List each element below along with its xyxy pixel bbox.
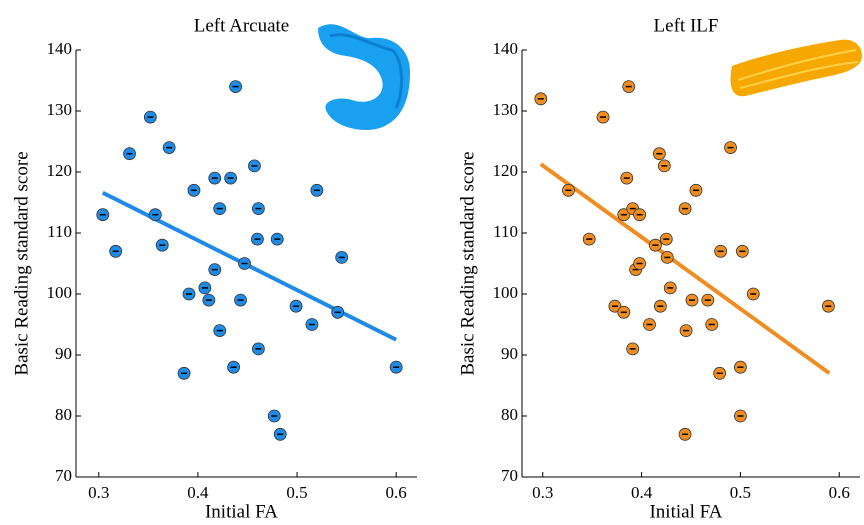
trend-line <box>539 162 831 375</box>
chart-title: Left ILF <box>654 15 719 36</box>
chart-title: Left Arcuate <box>194 15 289 36</box>
ilf-image <box>730 39 862 97</box>
y-tick-label: 140 <box>47 39 73 58</box>
y-axis-label: Basic Reading standard score <box>11 151 32 375</box>
x-tick-label: 0.6 <box>829 483 850 502</box>
x-tick-label: 0.5 <box>730 483 751 502</box>
y-tick-label: 100 <box>493 283 519 302</box>
y-tick-label: 70 <box>501 466 518 485</box>
x-axis-label: Initial FA <box>649 501 722 522</box>
panel: 70 80 90 100 110 120 130 140 0.3 0.4 0.5 0.6 Left Ar… <box>11 15 417 522</box>
y-tick-label: 80 <box>55 405 72 424</box>
x-tick-label: 0.4 <box>187 483 209 502</box>
y-axis-label: Basic Reading standard score <box>457 151 478 375</box>
y-tick-label: 130 <box>493 100 519 119</box>
y-tick-label: 110 <box>47 222 72 241</box>
tract-fiber <box>329 33 404 109</box>
y-tick-label: 90 <box>501 344 518 363</box>
tract-fiber <box>737 49 859 89</box>
y-tick-label: 80 <box>501 405 518 424</box>
panel: 70 80 90 100 110 120 130 140 0.3 0.4 0.5 0.6 Left IL… <box>457 15 860 522</box>
tract-blob <box>318 24 410 130</box>
y-tick-label: 70 <box>55 466 72 485</box>
x-tick-label: 0.5 <box>286 483 307 502</box>
y-tick-label: 120 <box>493 161 519 180</box>
x-tick-label: 0.6 <box>386 483 407 502</box>
y-tick-label: 90 <box>55 344 72 363</box>
y-tick-label: 110 <box>493 222 518 241</box>
y-tick-label: 140 <box>493 39 519 58</box>
x-tick-label: 0.4 <box>631 483 653 502</box>
x-tick-label: 0.3 <box>88 483 109 502</box>
tract-blob <box>730 39 862 97</box>
y-tick-label: 130 <box>47 100 73 119</box>
x-axis-label: Initial FA <box>205 501 278 522</box>
y-tick-label: 100 <box>47 283 73 302</box>
y-tick-label: 120 <box>47 161 73 180</box>
x-tick-label: 0.3 <box>532 483 553 502</box>
arcuate-image <box>318 24 410 130</box>
